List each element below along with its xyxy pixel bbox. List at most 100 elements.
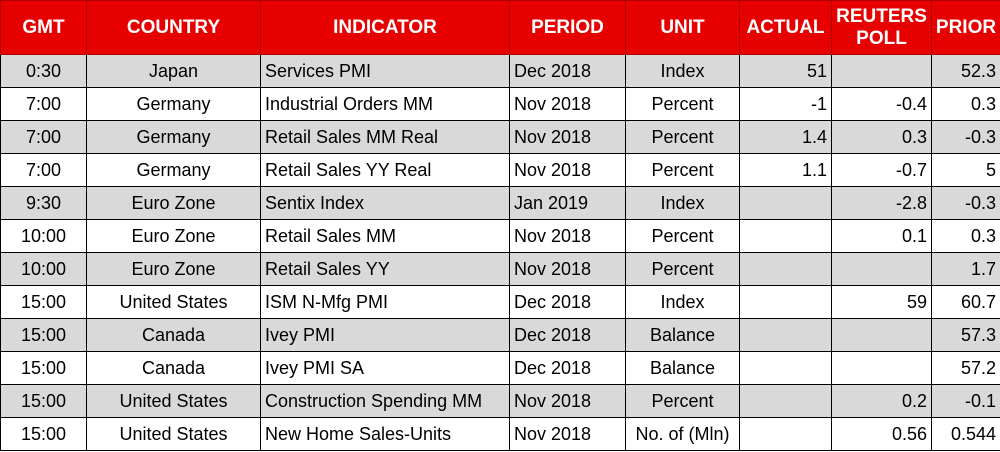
cell-period: Nov 2018 (509, 219, 626, 253)
cell-country: Euro Zone (86, 219, 261, 253)
header-unit: UNIT (625, 0, 740, 55)
cell-gmt: 7:00 (0, 120, 87, 154)
table-row: 10:00 Euro Zone Retail Sales YY Nov 2018 Per… (0, 252, 1000, 286)
cell-indicator: New Home Sales-Units (260, 417, 510, 451)
table-row: 7:00 Germany Retail Sales YY Real Nov 2018 P… (0, 153, 1000, 187)
table-row: 15:00 United States ISM N-Mfg PMI Dec 2018 I… (0, 285, 1000, 319)
cell-prior: 57.2 (931, 351, 1000, 385)
cell-unit: Percent (625, 252, 740, 286)
cell-indicator: Retail Sales YY (260, 252, 510, 286)
cell-indicator: Sentix Index (260, 186, 510, 220)
cell-indicator: Industrial Orders MM (260, 87, 510, 121)
cell-reuters-poll: -0.7 (831, 153, 932, 187)
cell-actual (739, 384, 832, 418)
cell-gmt: 15:00 (0, 285, 87, 319)
cell-country: Euro Zone (86, 252, 261, 286)
table-row: 15:00 Canada Ivey PMI Dec 2018 Balance 57.3 (0, 318, 1000, 352)
header-reuters-poll: REUTERS POLL (831, 0, 932, 55)
cell-indicator: Ivey PMI (260, 318, 510, 352)
cell-reuters-poll: 0.2 (831, 384, 932, 418)
cell-period: Nov 2018 (509, 87, 626, 121)
cell-reuters-poll: 0.56 (831, 417, 932, 451)
cell-gmt: 10:00 (0, 219, 87, 253)
cell-period: Dec 2018 (509, 351, 626, 385)
table-row: 10:00 Euro Zone Retail Sales MM Nov 2018 Per… (0, 219, 1000, 253)
cell-reuters-poll: 0.3 (831, 120, 932, 154)
header-actual: ACTUAL (739, 0, 832, 55)
cell-country: Germany (86, 120, 261, 154)
cell-unit: Balance (625, 318, 740, 352)
cell-prior: 52.3 (931, 54, 1000, 88)
cell-reuters-poll: -0.4 (831, 87, 932, 121)
header-reuters-poll-line2: POLL (856, 27, 907, 49)
cell-unit: No. of (Mln) (625, 417, 740, 451)
header-period: PERIOD (509, 0, 626, 55)
cell-indicator: Retail Sales MM Real (260, 120, 510, 154)
cell-period: Dec 2018 (509, 318, 626, 352)
cell-country: Japan (86, 54, 261, 88)
cell-period: Nov 2018 (509, 153, 626, 187)
cell-gmt: 7:00 (0, 153, 87, 187)
cell-prior: 1.7 (931, 252, 1000, 286)
cell-prior: 60.7 (931, 285, 1000, 319)
cell-gmt: 15:00 (0, 417, 87, 451)
header-prior: PRIOR (931, 0, 1000, 55)
cell-gmt: 10:00 (0, 252, 87, 286)
cell-gmt: 15:00 (0, 351, 87, 385)
cell-actual: 1.4 (739, 120, 832, 154)
cell-indicator: Retail Sales MM (260, 219, 510, 253)
header-indicator: INDICATOR (260, 0, 510, 55)
cell-period: Jan 2019 (509, 186, 626, 220)
cell-gmt: 0:30 (0, 54, 87, 88)
cell-prior: 0.3 (931, 87, 1000, 121)
cell-reuters-poll: -2.8 (831, 186, 932, 220)
cell-prior: -0.3 (931, 186, 1000, 220)
cell-actual (739, 219, 832, 253)
cell-actual (739, 252, 832, 286)
cell-prior: 5 (931, 153, 1000, 187)
cell-period: Dec 2018 (509, 285, 626, 319)
table-row: 0:30 Japan Services PMI Dec 2018 Index 51 52.3 (0, 54, 1000, 88)
cell-actual: 1.1 (739, 153, 832, 187)
table-row: 15:00 Canada Ivey PMI SA Dec 2018 Balance 57.… (0, 351, 1000, 385)
cell-reuters-poll (831, 252, 932, 286)
table-row: 7:00 Germany Industrial Orders MM Nov 2018 P… (0, 87, 1000, 121)
cell-actual (739, 351, 832, 385)
cell-country: Canada (86, 318, 261, 352)
cell-country: Canada (86, 351, 261, 385)
cell-gmt: 15:00 (0, 318, 87, 352)
cell-indicator: Retail Sales YY Real (260, 153, 510, 187)
cell-actual: -1 (739, 87, 832, 121)
cell-unit: Index (625, 285, 740, 319)
table-body: 0:30 Japan Services PMI Dec 2018 Index 51 52.3… (0, 54, 1000, 451)
cell-indicator: Ivey PMI SA (260, 351, 510, 385)
cell-period: Dec 2018 (509, 54, 626, 88)
cell-prior: 57.3 (931, 318, 1000, 352)
cell-period: Nov 2018 (509, 417, 626, 451)
table-row: 15:00 United States Construction Spending … (0, 384, 1000, 418)
cell-reuters-poll (831, 351, 932, 385)
cell-reuters-poll: 0.1 (831, 219, 932, 253)
cell-unit: Percent (625, 153, 740, 187)
cell-unit: Index (625, 54, 740, 88)
cell-actual (739, 318, 832, 352)
header-reuters-poll-line1: REUTERS (836, 5, 927, 27)
cell-period: Nov 2018 (509, 252, 626, 286)
cell-reuters-poll (831, 54, 932, 88)
header-gmt: GMT (0, 0, 87, 55)
table-row: 7:00 Germany Retail Sales MM Real Nov 2018 P… (0, 120, 1000, 154)
cell-reuters-poll (831, 318, 932, 352)
cell-prior: 0.3 (931, 219, 1000, 253)
cell-indicator: Construction Spending MM (260, 384, 510, 418)
cell-gmt: 7:00 (0, 87, 87, 121)
cell-reuters-poll: 59 (831, 285, 932, 319)
cell-prior: -0.1 (931, 384, 1000, 418)
cell-unit: Percent (625, 219, 740, 253)
cell-country: United States (86, 384, 261, 418)
cell-period: Nov 2018 (509, 384, 626, 418)
cell-country: Germany (86, 87, 261, 121)
cell-unit: Percent (625, 87, 740, 121)
cell-country: Euro Zone (86, 186, 261, 220)
cell-indicator: ISM N-Mfg PMI (260, 285, 510, 319)
cell-actual: 51 (739, 54, 832, 88)
